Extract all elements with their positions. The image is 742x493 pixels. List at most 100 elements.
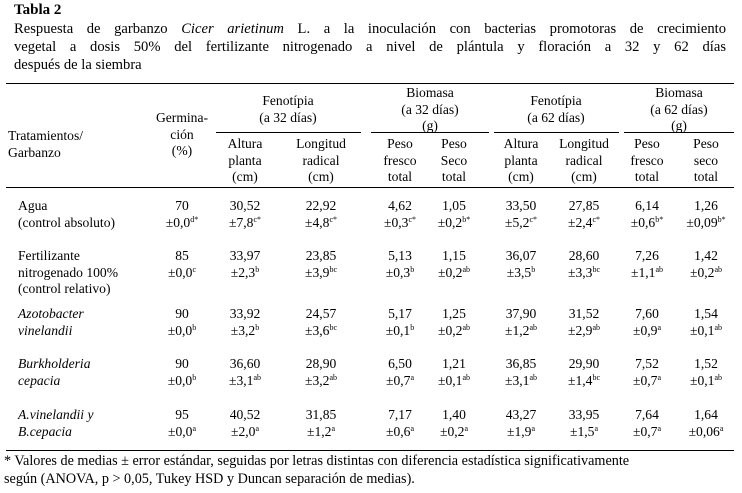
cell-error: ±3,3bc <box>567 264 600 280</box>
header-treatments-line-1: Tratamientos/ <box>8 128 84 143</box>
cell-error: ±3,1ab <box>228 372 261 388</box>
cell-significance-letter: ab <box>714 322 722 332</box>
cell-mean: 1,42 <box>694 248 718 263</box>
header-group-biomass-32-line-2: (a 32 días) <box>401 101 459 117</box>
table-cell: 1,42 ±0,2ab <box>672 248 740 281</box>
header-subcol-2-line-1: Longitud <box>296 136 346 151</box>
cell-mean: 7,26 <box>635 248 659 263</box>
table-cell: 30,52 ±7,8c* <box>208 198 282 231</box>
group2-rule <box>371 132 489 133</box>
cell-error: ±2,9ab <box>567 322 600 338</box>
table-cell: 70 ±0,0d* <box>141 198 223 231</box>
cell-error: ±3,1ab <box>504 372 537 388</box>
header-subcol-7-line-1: Peso <box>634 136 660 151</box>
cell-mean: 7,52 <box>635 356 659 371</box>
header-subcol-2-line-2: radical <box>302 152 340 168</box>
cell-mean: 1,15 <box>442 248 466 263</box>
cell-error: ±0,0b <box>167 372 197 388</box>
caption-line-2: vegetal a dosis 50% del fertilizante nit… <box>14 39 726 55</box>
cell-significance-letter: c* <box>329 214 337 224</box>
header-subcol-2: Longitud radical (cm) <box>281 136 361 186</box>
row-4-treatment-line-1: Burkholderia <box>18 356 91 371</box>
cell-significance-letter: c <box>192 264 196 274</box>
cell-significance-letter: b <box>410 322 415 332</box>
table-cell: 7,52 ±0,7a <box>613 356 681 389</box>
row-4-treatment-line-2: cepacia <box>18 372 61 388</box>
table-cell: 29,90 ±1,4bc <box>547 356 621 389</box>
header-group-phenotype-32: Fenotípia (a 32 días) <box>213 93 363 126</box>
header-subcol-8-line-2: seco <box>693 152 719 168</box>
cell-significance-letter: b <box>255 322 260 332</box>
header-subcol-6-line-1: Longitud <box>559 136 609 151</box>
cell-error: ±0,1ab <box>689 322 722 338</box>
cell-significance-letter: a <box>331 423 335 433</box>
header-subcol-4-line-2: Seco <box>440 152 468 168</box>
cell-mean: 33,95 <box>568 407 600 422</box>
table-title: Tabla 2 <box>14 2 62 18</box>
cell-significance-letter: b <box>192 322 197 332</box>
cell-mean: 22,92 <box>305 198 337 213</box>
cell-mean: 7,64 <box>635 407 659 422</box>
header-subcol-4-line-1: Peso <box>441 136 467 151</box>
row-4-treatment: Burkholderia cepacia <box>18 356 91 389</box>
caption-line-3: después de la siembra <box>14 57 142 73</box>
header-subcol-1: Altura planta (cm) <box>209 136 281 186</box>
table-cell: 1,54 ±0,1ab <box>672 306 740 339</box>
cell-mean: 4,62 <box>388 198 412 213</box>
footnote-line-2: según (ANOVA, p > 0,05, Tukey HSD y Dunc… <box>4 471 415 487</box>
cell-significance-letter: a <box>464 423 468 433</box>
header-subcol-6: Longitud radical (cm) <box>548 136 620 186</box>
cell-significance-letter: bc <box>592 264 600 274</box>
cell-significance-letter: b* <box>717 214 726 224</box>
table-cell: 7,26 ±1,1ab <box>613 248 681 281</box>
cell-significance-letter: a <box>410 372 414 382</box>
header-bottom-rule <box>6 187 734 188</box>
header-subcol-7-line-2: fresco <box>630 152 664 168</box>
cell-error: ±2,0a <box>230 423 259 439</box>
table-caption: Respuesta de garbanzo Cicer arietinum L.… <box>14 20 726 74</box>
header-subcol-1-line-1: Altura <box>227 136 263 151</box>
cell-error: ±0,1ab <box>437 372 470 388</box>
header-subcol-1-line-3: (cm) <box>232 169 258 184</box>
table-cell: 28,60 ±3,3bc <box>547 248 621 281</box>
row-1-treatment: Agua (control absoluto) <box>18 198 115 231</box>
bottom-rule <box>6 450 734 451</box>
cell-error: ±3,5b <box>506 264 536 280</box>
cell-error: ±2,3b <box>230 264 260 280</box>
cell-significance-letter: a <box>594 423 598 433</box>
cell-error: ±0,0a <box>167 423 196 439</box>
table-cell: 28,90 ±3,2ab <box>280 356 362 389</box>
cell-significance-letter: bc <box>329 322 337 332</box>
cell-significance-letter: c* <box>592 214 600 224</box>
table-cell: 1,15 ±0,2ab <box>422 248 486 281</box>
header-group-phenotype-32-line-2: (a 32 días) <box>259 109 317 125</box>
cell-significance-letter: a <box>657 322 661 332</box>
cell-significance-letter: a <box>531 423 535 433</box>
header-group-phenotype-62: Fenotípia (a 62 días) <box>491 93 621 126</box>
header-subcol-4: Peso Seco total <box>423 136 485 186</box>
cell-mean: 33,97 <box>229 248 261 263</box>
cell-significance-letter: bc <box>592 372 600 382</box>
row-5-treatment-line-1: A.vinelandii y <box>18 407 94 422</box>
cell-mean: 6,50 <box>388 356 412 371</box>
header-group-biomass-32: Biomasa (a 32 días) (g) <box>365 85 495 135</box>
cell-mean: 7,17 <box>388 407 412 422</box>
row-2-treatment-line-2: nitrogenado 100% <box>18 264 119 280</box>
cell-error: ±0,2ab <box>437 322 470 338</box>
header-subcol-1-line-2: planta <box>228 152 262 168</box>
table-cell: 95 ±0,0a <box>141 407 223 440</box>
cell-mean: 24,57 <box>305 306 337 321</box>
cell-error: ±2,4c* <box>567 214 600 230</box>
cell-significance-letter: a <box>255 423 259 433</box>
cell-mean: 33,92 <box>229 306 261 321</box>
header-subcol-5-line-1: Altura <box>503 136 539 151</box>
cell-mean: 5,13 <box>388 248 412 263</box>
cell-significance-letter: a <box>192 423 196 433</box>
row-5-treatment: A.vinelandii y B.cepacia <box>18 407 94 440</box>
cell-significance-letter: c* <box>253 214 261 224</box>
table-cell: 90 ±0,0b <box>141 306 223 339</box>
table-cell: 1,21 ±0,1ab <box>422 356 486 389</box>
cell-mean: 95 <box>175 407 189 422</box>
header-group-phenotype-62-line-2: (a 62 días) <box>527 109 585 125</box>
table-cell: 1,64 ±0,06a <box>672 407 740 440</box>
